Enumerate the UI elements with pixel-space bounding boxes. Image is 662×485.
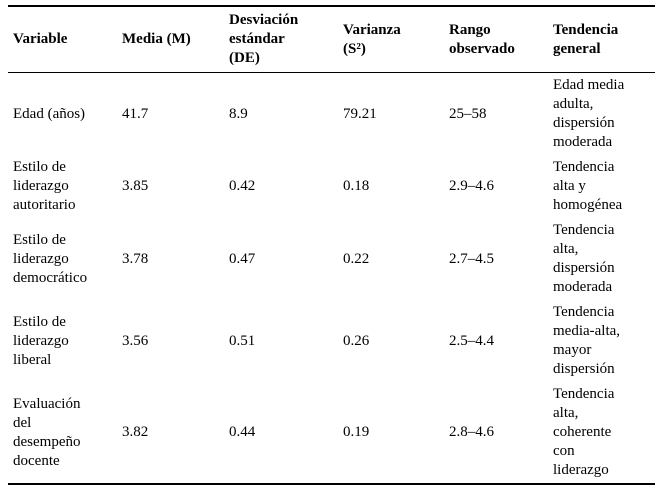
col-header-desviacion: Desviación estándar (DE) [229,6,343,73]
table-row: Edad (años) 41.7 8.9 79.21 25–58 Edad me… [8,73,655,156]
cell-rango: 2.7–4.5 [449,250,494,267]
col-header-media: Media (M) [122,6,229,73]
cell-rango: 2.8–4.6 [449,424,494,440]
cell-variable: Estilo de liderazgo liberal [13,313,69,368]
table-row: Estilo de liderazgo autoritario 3.85 0.4… [8,155,655,218]
cell-rango: 25–58 [449,105,487,122]
cell-variable: Estilo de liderazgo democrático [13,231,88,286]
cell-rango: 2.9–4.6 [449,178,494,194]
table-header: Variable Media (M) Desviación estándar (… [8,6,655,73]
cell-media: 3.85 [122,178,149,194]
table-body: Edad (años) 41.7 8.9 79.21 25–58 Edad me… [8,73,655,485]
cell-desviacion: 0.47 [229,250,256,267]
col-header-tendencia: Tendencia general [553,6,655,73]
table-row: Estilo de liderazgo democrático 3.78 0.4… [8,218,655,300]
cell-desviacion: 0.42 [229,178,256,194]
cell-tendencia: Edad media adulta, dispersión moderada [553,77,625,150]
cell-variable: Evaluación del desempeño docente [13,395,81,469]
cell-tendencia: Tendencia alta, coherente con liderazgo [553,386,615,478]
cell-varianza: 79.21 [343,105,377,122]
cell-rango: 2.5–4.4 [449,332,494,349]
cell-desviacion: 0.51 [229,332,256,349]
cell-media: 3.82 [122,424,149,440]
cell-varianza: 0.19 [343,424,370,440]
cell-media: 41.7 [122,105,149,122]
cell-media: 3.78 [122,250,149,267]
cell-desviacion: 8.9 [229,105,248,122]
cell-varianza: 0.26 [343,332,370,349]
table-row: Estilo de liderazgo liberal 3.56 0.51 0.… [8,300,655,382]
cell-tendencia: Tendencia media-alta, mayor dispersión [553,304,621,377]
cell-tendencia: Tendencia alta y homogénea [553,159,623,213]
descriptive-stats-table: Variable Media (M) Desviación estándar (… [8,5,655,485]
cell-desviacion: 0.44 [229,424,256,440]
cell-variable: Edad (años) [13,105,86,122]
cell-varianza: 0.22 [343,250,370,267]
col-header-variable: Variable [8,6,122,73]
cell-media: 3.56 [122,332,149,349]
table-row: Evaluación del desempeño docente 3.82 0.… [8,382,655,484]
table-container: Variable Media (M) Desviación estándar (… [8,5,655,485]
header-row: Variable Media (M) Desviación estándar (… [8,6,655,73]
cell-variable: Estilo de liderazgo autoritario [13,159,76,213]
cell-tendencia: Tendencia alta, dispersión moderada [553,222,615,295]
col-header-rango: Rango observado [449,6,553,73]
col-header-varianza: Varianza (S²) [343,6,449,73]
cell-varianza: 0.18 [343,178,370,194]
